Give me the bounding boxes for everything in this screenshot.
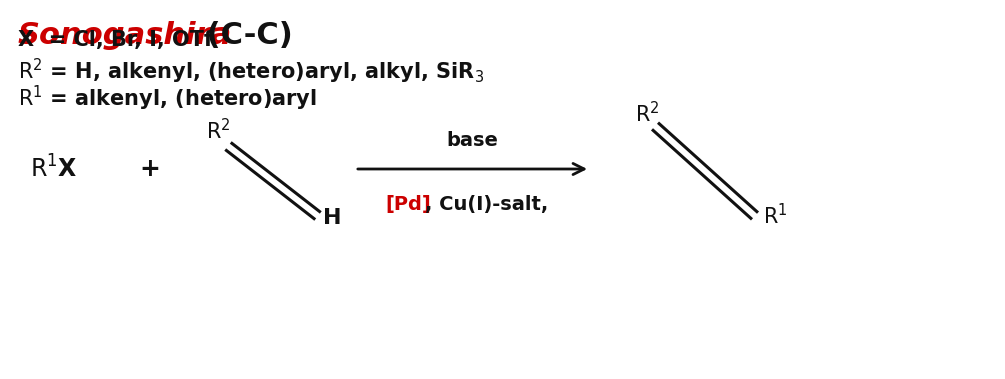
Text: Sonogashira: Sonogashira <box>18 21 232 50</box>
Text: $\mathsf{R^2}$: $\mathsf{R^2}$ <box>635 101 659 126</box>
Text: $\mathsf{R^1}$: $\mathsf{R^1}$ <box>763 203 788 228</box>
Text: base: base <box>446 131 498 150</box>
Text: +: + <box>140 157 161 181</box>
Text: $\mathsf{R^2}$: $\mathsf{R^2}$ <box>206 118 230 143</box>
Text: X  = Cl, Br, I, OTf: X = Cl, Br, I, OTf <box>18 30 213 50</box>
Text: $\mathsf{R^2}$ = H, alkenyl, (hetero)aryl, alkyl, SiR$_3$: $\mathsf{R^2}$ = H, alkenyl, (hetero)ary… <box>18 57 484 86</box>
Text: H: H <box>323 208 342 228</box>
Text: [Pd]: [Pd] <box>385 195 431 214</box>
Text: (C-C): (C-C) <box>196 21 292 50</box>
Text: $\mathsf{R^1}$ = alkenyl, (hetero)aryl: $\mathsf{R^1}$ = alkenyl, (hetero)aryl <box>18 84 317 113</box>
Text: , Cu(I)-salt,: , Cu(I)-salt, <box>425 195 549 214</box>
Text: $\mathsf{R^1}$X: $\mathsf{R^1}$X <box>30 155 77 183</box>
